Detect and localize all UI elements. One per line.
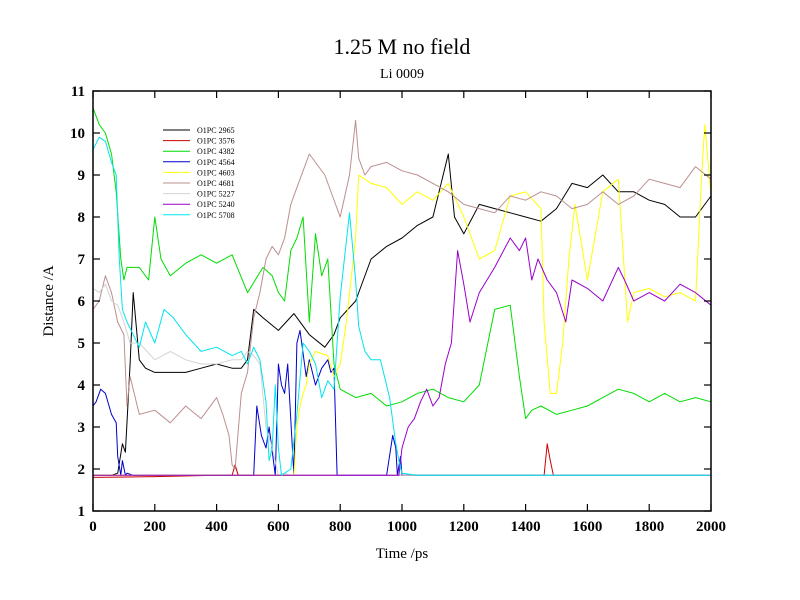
series-line-4 [92, 329, 711, 476]
legend-label-8: O1PC 5240 [197, 200, 235, 209]
y-tick-label-1: 2 [78, 462, 86, 478]
y-tick-label-2: 3 [78, 420, 86, 436]
x-tick-label-0: 0 [89, 519, 97, 535]
y-tick-label-6: 7 [78, 252, 86, 268]
series-line-6 [92, 119, 712, 470]
y-tick-label-0: 1 [78, 504, 86, 520]
x-tick-label-10: 2000 [696, 519, 726, 535]
series-layer [92, 107, 712, 478]
legend-label-3: O1PC 4382 [197, 147, 235, 156]
y-tick-label-9: 10 [70, 126, 85, 142]
tick-layer: 0 200 400 600 800 1000 1200 1400 1600 1800 2000 1 2 3… [70, 84, 726, 535]
legend-label-6: O1PC 4681 [197, 179, 235, 188]
y-tick-label-8: 9 [78, 168, 86, 184]
y-tick-label-10: 11 [71, 84, 85, 100]
y-tick-label-7: 8 [78, 210, 86, 226]
legend-label-4: O1PC 4564 [197, 158, 235, 167]
y-tick-label-5: 6 [78, 294, 86, 310]
x-tick-label-7: 1400 [511, 519, 541, 535]
x-tick-label-9: 1800 [634, 519, 664, 535]
y-tick-label-3: 4 [78, 378, 86, 394]
legend-label-7: O1PC 5227 [197, 190, 235, 199]
legend-label-2: O1PC 3576 [197, 137, 235, 146]
series-line-3 [92, 107, 712, 420]
legend-label-5: O1PC 4603 [197, 168, 235, 177]
series-line-9 [92, 136, 711, 476]
x-axis-label: Time /ps [376, 546, 429, 562]
series-line-5 [93, 124, 712, 476]
chart-subtitle: Li 0009 [380, 67, 424, 82]
x-tick-label-8: 1600 [572, 519, 602, 535]
x-tick-label-3: 600 [267, 519, 290, 535]
x-tick-label-1: 200 [144, 519, 167, 535]
chart-title: 1.25 M no field [334, 34, 471, 59]
legend-label-9: O1PC 5708 [197, 211, 235, 220]
y-axis-label: Distance /A [41, 265, 57, 336]
x-tick-label-5: 1000 [387, 519, 417, 535]
x-tick-label-6: 1200 [449, 519, 479, 535]
legend-label-1: O1PC 2965 [197, 126, 235, 135]
y-tick-label-4: 5 [78, 336, 86, 352]
x-tick-label-4: 800 [329, 519, 352, 535]
series-line-8 [93, 237, 712, 476]
x-tick-label-2: 400 [205, 519, 228, 535]
